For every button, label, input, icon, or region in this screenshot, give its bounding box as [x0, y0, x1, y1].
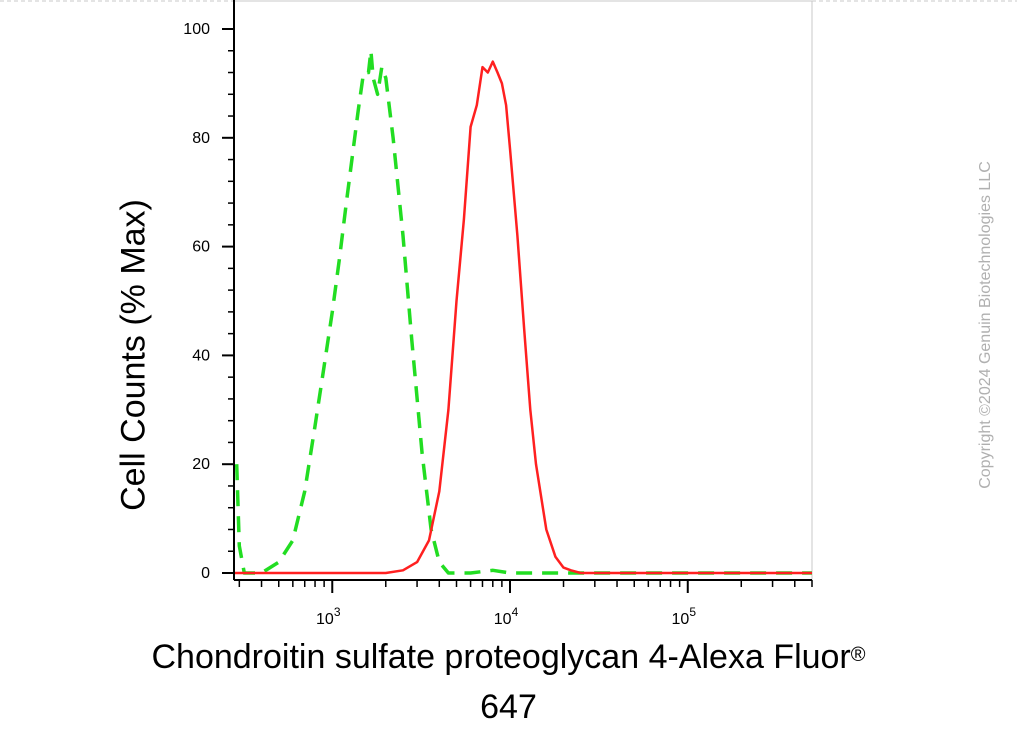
copyright-watermark: Copyright ©2024 Genuin Biotechnologies L… [977, 161, 994, 489]
x-tick-label: 104 [494, 605, 519, 628]
y-tick-label: 0 [201, 565, 210, 582]
y-tick-label: 40 [192, 347, 210, 364]
x-axis-label: Chondroitin sulfate proteoglycan 4-Alexa… [0, 637, 1017, 677]
series-line-dashed-green [234, 49, 812, 575]
x-axis-label-main: Chondroitin sulfate proteoglycan 4-Alexa… [151, 638, 851, 676]
x-axis-label-line2: 647 [480, 688, 537, 726]
plot-frame [233, 0, 813, 581]
series-line-solid-red [234, 60, 812, 575]
y-tick-label: 80 [192, 130, 210, 147]
y-tick-label: 20 [192, 456, 210, 473]
y-tick-label: 60 [192, 239, 210, 256]
x-tick-label: 105 [672, 605, 697, 628]
series-layer [234, 49, 812, 575]
y-axis-label: Cell Counts (% Max) [114, 199, 153, 511]
x-tick-label: 103 [316, 605, 341, 628]
axes-layer: 0 20 40 60 80 100 103 104 105 [183, 0, 813, 628]
y-tick-label: 100 [183, 21, 210, 38]
x-axis-label-registered: ® [850, 644, 866, 666]
